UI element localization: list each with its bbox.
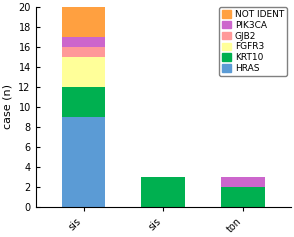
Bar	[61, 57, 106, 87]
Bar	[141, 177, 185, 207]
Bar	[61, 117, 106, 207]
Bar	[61, 0, 106, 37]
Bar	[61, 87, 106, 117]
Bar	[221, 187, 265, 207]
Y-axis label: case (n): case (n)	[3, 84, 13, 129]
Legend: NOT IDENT, PIK3CA, GJB2, FGFR3, KRT10, HRAS: NOT IDENT, PIK3CA, GJB2, FGFR3, KRT10, H…	[219, 7, 287, 76]
Bar	[61, 37, 106, 47]
Bar	[221, 177, 265, 187]
Bar	[61, 47, 106, 57]
